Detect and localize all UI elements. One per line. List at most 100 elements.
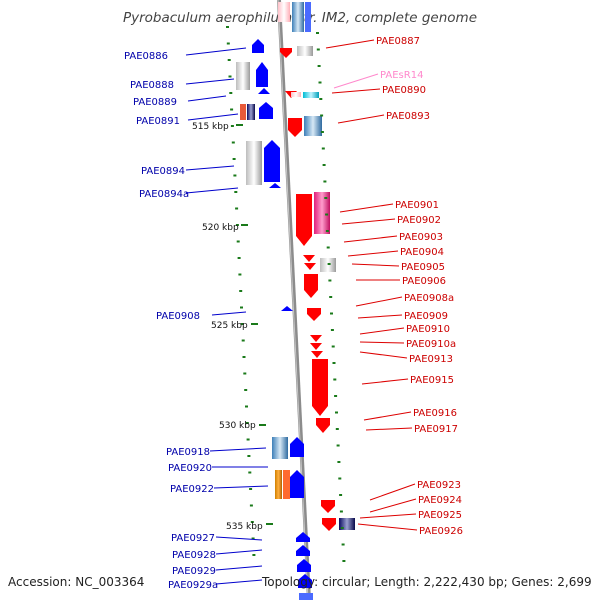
tick-dot xyxy=(234,191,238,193)
gene-label[interactable]: PAE0920 xyxy=(168,463,212,474)
gene-label[interactable]: PAE0891 xyxy=(136,116,180,127)
gene-arrow xyxy=(256,62,268,87)
genome-summary-text: Topology: circular; Length: 2,222,430 bp… xyxy=(262,575,592,589)
gene-label[interactable]: PAE0908 xyxy=(156,311,200,322)
gene-label[interactable]: PAE0894a xyxy=(139,189,189,200)
gene-label[interactable]: PAE0905 xyxy=(401,262,445,273)
gene-label[interactable]: PAE0889 xyxy=(133,97,177,108)
gene-label[interactable]: PAE0925 xyxy=(418,510,462,521)
gene-label-leader xyxy=(359,351,408,359)
gene-label[interactable]: PAE0913 xyxy=(409,354,453,365)
tick-dot xyxy=(248,471,252,474)
left-gene-labels: PAE0886 PAE0888 PAE0889 PAE0891 PAE0894 PAE08… xyxy=(124,47,269,591)
gene-label-leader xyxy=(187,95,227,102)
gene-label[interactable]: PAE0922 xyxy=(170,484,214,495)
gene-label[interactable]: PAE0923 xyxy=(417,480,461,491)
gene-label[interactable]: PAE0910a xyxy=(406,339,456,350)
tick-dot xyxy=(230,108,234,111)
gene-label[interactable]: PAE0929a xyxy=(168,580,218,591)
scale-tick xyxy=(236,124,243,126)
tick-dot xyxy=(333,378,337,381)
gene-label-leader xyxy=(341,218,396,225)
scale-tick xyxy=(259,424,266,426)
gene-label[interactable]: PAE0894 xyxy=(141,166,185,177)
gene-label-leader xyxy=(357,314,403,319)
gene-label-leader xyxy=(331,88,381,94)
gene-label-leader xyxy=(209,447,267,452)
gene-label[interactable]: PAE0917 xyxy=(414,424,458,435)
gene-label[interactable]: PAE0924 xyxy=(418,495,462,506)
gene-label[interactable]: PAE0893 xyxy=(386,111,430,122)
tick-dot xyxy=(227,59,231,61)
feature-pale xyxy=(291,92,301,97)
tick-dot xyxy=(316,48,320,51)
gene-label[interactable]: PAE0915 xyxy=(410,375,454,386)
feature-gray xyxy=(246,141,262,185)
tick-dot xyxy=(341,543,345,546)
tick-dot xyxy=(251,537,255,540)
gene-label[interactable]: PAE0909 xyxy=(404,311,448,322)
tick-dot xyxy=(327,263,331,265)
tick-dot xyxy=(328,279,332,282)
gene-label[interactable]: PAE0927 xyxy=(171,533,215,544)
gene-label[interactable]: PAE0890 xyxy=(382,85,426,96)
gene-label[interactable]: PAE0928 xyxy=(172,550,216,561)
gene-label-leader xyxy=(215,549,263,555)
gene-label[interactable]: PAE0901 xyxy=(395,200,439,211)
gene-label-leader xyxy=(363,411,412,421)
gene-label-leader xyxy=(369,483,416,501)
feature-pale-top xyxy=(278,2,290,22)
tick-dot xyxy=(232,158,236,160)
gene-label[interactable]: PAE0908a xyxy=(404,293,454,304)
gene-label[interactable]: PAE0888 xyxy=(130,80,174,91)
feature-steel xyxy=(304,116,322,136)
gene-arrow xyxy=(304,263,316,270)
gene-arrow xyxy=(303,255,315,262)
gene-label[interactable]: PAE0886 xyxy=(124,51,168,62)
gene-arrow xyxy=(297,559,311,572)
gene-arrow xyxy=(310,335,322,342)
gene-label-leader xyxy=(365,427,413,431)
feature-orange-red xyxy=(283,470,290,499)
gene-label[interactable]: PAE0918 xyxy=(166,447,210,458)
tick-dot xyxy=(252,554,256,556)
gene-label[interactable]: PAE0906 xyxy=(402,276,446,287)
feature-navy xyxy=(247,104,255,120)
tick-dot xyxy=(243,372,247,375)
gene-arrow xyxy=(296,545,310,556)
gene-label-leader xyxy=(215,579,263,585)
gene-arrow xyxy=(311,351,323,358)
feature-steel-top xyxy=(292,2,304,32)
gene-arrow xyxy=(259,102,273,119)
feature-blue-top xyxy=(305,2,311,32)
gene-label-leader xyxy=(359,513,417,519)
tick-dot xyxy=(245,405,248,408)
gene-label[interactable]: PAE0910 xyxy=(406,324,450,335)
gene-label-leader xyxy=(187,113,239,121)
feature-red-orange xyxy=(240,104,246,120)
gene-label-leader xyxy=(359,341,405,344)
gene-label[interactable]: PAE0903 xyxy=(399,232,443,243)
tick-dot xyxy=(233,174,237,177)
gene-label[interactable]: PAE0887 xyxy=(376,36,420,47)
gene-arrow xyxy=(281,306,293,311)
gene-label-leader xyxy=(185,187,239,194)
gene-label[interactable]: PAE0929 xyxy=(172,566,216,577)
gene-arrow xyxy=(258,88,270,94)
gene-label[interactable]: PAEsR14 xyxy=(380,70,423,81)
gene-label-leader xyxy=(339,203,394,213)
tick-dot xyxy=(247,455,251,457)
gene-label[interactable]: PAE0916 xyxy=(413,408,457,419)
gene-arrow xyxy=(316,418,330,433)
tick-dot xyxy=(336,444,340,447)
gene-label[interactable]: PAE0904 xyxy=(400,247,444,258)
tick-marks xyxy=(226,26,346,562)
tick-dot xyxy=(334,395,338,397)
gene-label-leader xyxy=(347,250,399,257)
tick-dot xyxy=(244,389,248,391)
gene-label[interactable]: PAE0926 xyxy=(419,526,463,537)
tick-dot xyxy=(331,345,335,348)
tick-dot xyxy=(324,197,328,199)
scale-label: 515 kbp xyxy=(192,122,229,132)
gene-label[interactable]: PAE0902 xyxy=(397,215,441,226)
